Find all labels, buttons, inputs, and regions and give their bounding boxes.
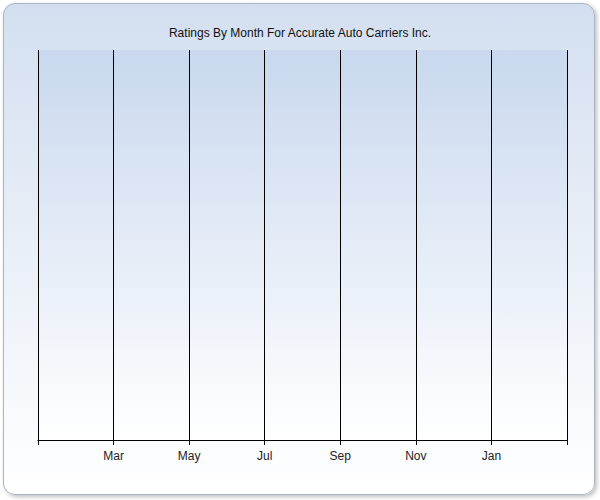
svg-text:Mar: Mar [103,449,124,463]
svg-text:Nov: Nov [405,449,426,463]
svg-text:Ratings By Month For Accurate: Ratings By Month For Accurate Auto Carri… [169,26,431,40]
svg-text:May: May [178,449,201,463]
svg-text:Sep: Sep [330,449,352,463]
svg-text:Jan: Jan [482,449,501,463]
svg-text:Jul: Jul [257,449,272,463]
